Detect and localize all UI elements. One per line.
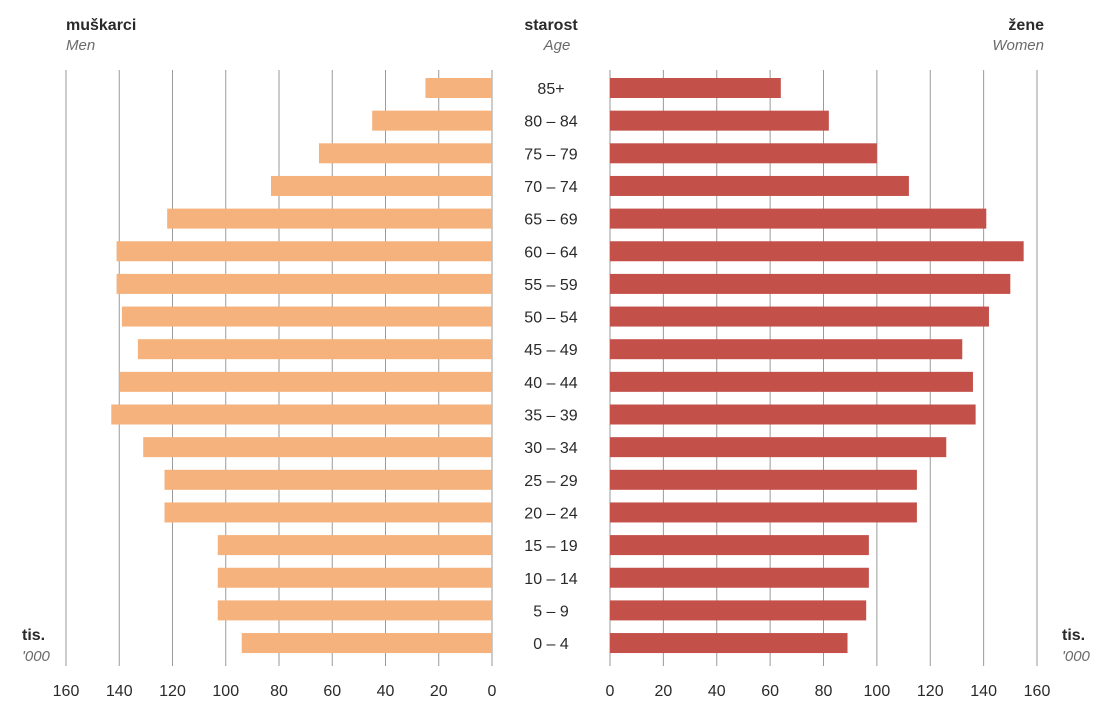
tick-label-women-60: 60 [761, 683, 779, 700]
age-label-17: 0 – 4 [533, 636, 569, 653]
age-label-15: 10 – 14 [524, 571, 577, 588]
age-label-14: 15 – 19 [524, 538, 577, 555]
bar-women-1 [610, 110, 829, 131]
bar-men-12 [164, 469, 492, 490]
tick-label-men-60: 60 [323, 683, 341, 700]
tick-label-men-160: 160 [53, 683, 80, 700]
bar-men-6 [116, 273, 493, 294]
age-label-4: 65 – 69 [524, 212, 577, 229]
age-label-0: 85+ [537, 81, 564, 98]
age-label-3: 70 – 74 [524, 179, 577, 196]
bar-women-4 [610, 208, 987, 229]
right-unit-sublabel: '000 [1062, 648, 1091, 665]
tick-label-men-20: 20 [430, 683, 448, 700]
bar-men-16 [217, 600, 492, 621]
bar-men-13 [164, 502, 492, 523]
bar-men-7 [121, 306, 492, 327]
bar-men-1 [372, 110, 492, 131]
bar-women-3 [610, 175, 909, 196]
bar-women-9 [610, 371, 973, 392]
age-label-7: 50 – 54 [524, 310, 577, 327]
right-unit-label: tis. [1062, 627, 1085, 644]
bar-men-5 [116, 241, 493, 262]
left-unit-sublabel: '000 [22, 648, 51, 665]
bar-women-17 [610, 633, 848, 654]
men-subtitle: Men [66, 37, 95, 54]
bar-men-0 [425, 78, 492, 98]
age-title: starost [524, 17, 578, 34]
bar-women-6 [610, 273, 1011, 294]
bar-women-14 [610, 535, 869, 556]
tick-label-women-160: 160 [1024, 683, 1051, 700]
bar-women-12 [610, 469, 917, 490]
tick-label-women-80: 80 [815, 683, 833, 700]
tick-label-women-100: 100 [864, 683, 891, 700]
bar-women-5 [610, 241, 1024, 262]
tick-label-men-120: 120 [159, 683, 186, 700]
bar-men-3 [271, 175, 492, 196]
bar-men-9 [119, 371, 492, 392]
age-label-1: 80 – 84 [524, 114, 577, 131]
tick-label-men-40: 40 [377, 683, 395, 700]
tick-label-men-100: 100 [212, 683, 239, 700]
age-label-11: 30 – 34 [524, 440, 577, 457]
age-subtitle: Age [543, 37, 571, 54]
bar-women-7 [610, 306, 989, 327]
age-label-9: 40 – 44 [524, 375, 577, 392]
age-label-10: 35 – 39 [524, 408, 577, 425]
tick-label-men-0: 0 [488, 683, 497, 700]
grid-lines [65, 70, 1038, 666]
age-label-5: 60 – 64 [524, 244, 577, 261]
bar-women-15 [610, 567, 869, 588]
bar-women-16 [610, 600, 867, 621]
age-label-13: 20 – 24 [524, 505, 577, 522]
age-label-2: 75 – 79 [524, 146, 577, 163]
bar-women-10 [610, 404, 976, 425]
bar-men-15 [217, 567, 492, 588]
men-title: muškarci [66, 17, 136, 34]
tick-label-men-140: 140 [106, 683, 133, 700]
bar-women-2 [610, 143, 877, 164]
labels: muškarci Men starost Age žene Women tis.… [22, 17, 1091, 665]
tick-label-women-140: 140 [970, 683, 997, 700]
age-label-12: 25 – 29 [524, 473, 577, 490]
bar-men-14 [217, 535, 492, 556]
bar-women-0 [610, 78, 781, 98]
left-unit-label: tis. [22, 627, 45, 644]
bar-women-8 [610, 339, 963, 360]
bar-women-11 [610, 437, 947, 458]
women-title: žene [1008, 17, 1044, 34]
age-label-16: 5 – 9 [533, 603, 569, 620]
bar-men-2 [318, 143, 492, 164]
axis-tick-labels: 0 0 20 20 40 40 60 60 80 80 100 100 120 120 140 140 160 1… [53, 683, 1051, 700]
bar-men-10 [111, 404, 492, 425]
tick-label-women-0: 0 [606, 683, 615, 700]
tick-label-women-40: 40 [708, 683, 726, 700]
tick-label-women-120: 120 [917, 683, 944, 700]
tick-label-men-80: 80 [270, 683, 288, 700]
age-label-6: 55 – 59 [524, 277, 577, 294]
bar-men-17 [241, 633, 492, 654]
age-label-8: 45 – 49 [524, 342, 577, 359]
tick-label-women-20: 20 [654, 683, 672, 700]
women-subtitle: Women [992, 37, 1044, 54]
bar-men-11 [143, 437, 492, 458]
bar-men-4 [167, 208, 493, 229]
bar-women-13 [610, 502, 917, 523]
bar-men-8 [137, 339, 492, 360]
bars [111, 78, 1024, 654]
age-labels: 85+ 80 – 84 75 – 79 70 – 74 65 – 69 60 – 64 55… [524, 81, 577, 653]
